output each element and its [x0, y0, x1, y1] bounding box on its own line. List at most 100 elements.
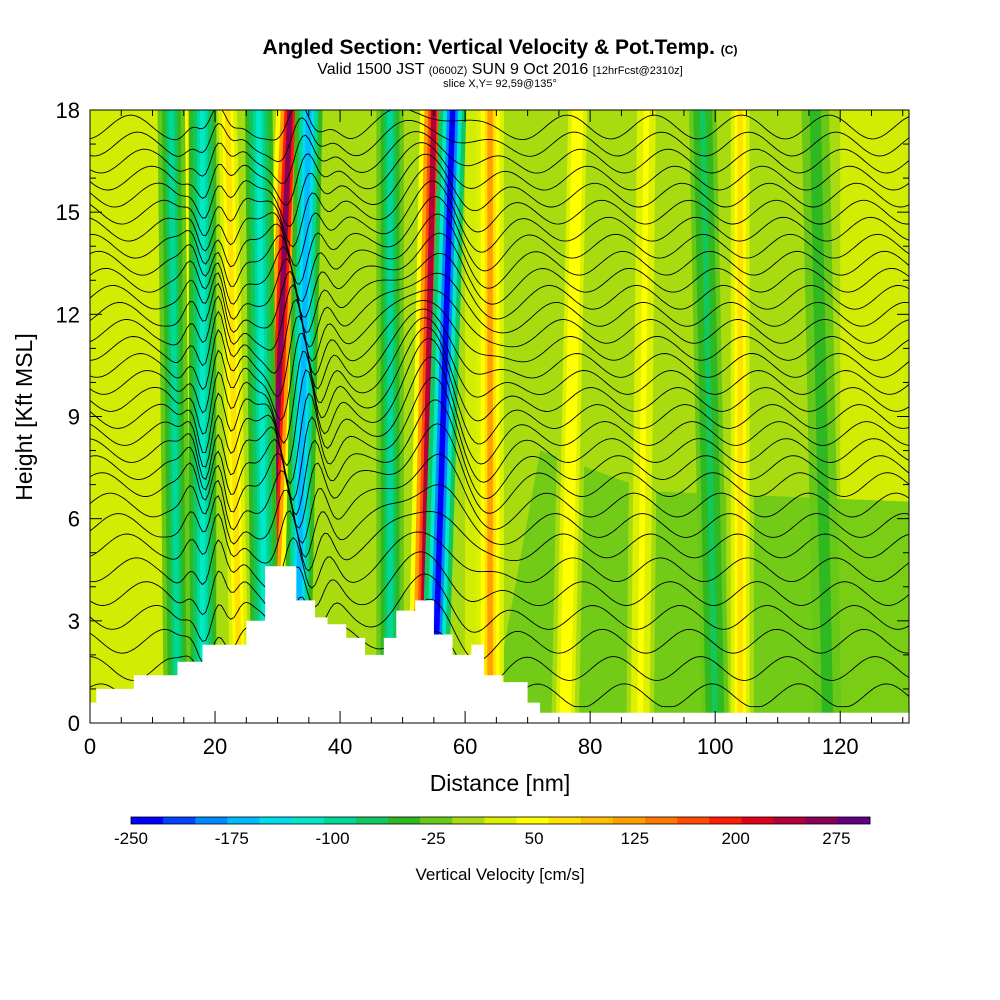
x-tick-label-4: 80: [578, 734, 602, 759]
y-tick-label-2: 6: [68, 507, 80, 532]
theta-contour-24: [90, 180, 909, 267]
colorbar-swatch-6: [323, 817, 357, 824]
x-axis-label: Distance [nm]: [430, 770, 571, 796]
colorbar-swatch-13: [548, 817, 582, 824]
downdraft-7-band-3: [812, 110, 831, 723]
colorbar-label-0: -250: [114, 829, 148, 848]
colorbar-swatch-16: [645, 817, 678, 824]
theta-contour-27: [90, 142, 909, 206]
colorbar-label-2: -100: [316, 829, 350, 848]
x-tick-label-5: 100: [697, 734, 734, 759]
colorbar-swatch-11: [484, 817, 518, 824]
theta-contour-20: [90, 252, 909, 333]
colorbar-title: Vertical Velocity [cm/s]: [415, 865, 584, 884]
colorbar-swatch-22: [837, 817, 871, 824]
theta-contour-21: [90, 232, 909, 318]
theta-contour-26: [90, 153, 909, 227]
colorbar-swatch-21: [805, 817, 839, 824]
colorbar-label-5: 125: [621, 829, 649, 848]
title-suffix: (C): [720, 43, 738, 57]
chart-title: Angled Section: Vertical Velocity & Pot.…: [0, 36, 1000, 62]
updraft-2-band-3: [487, 110, 493, 723]
x-tick-label-3: 60: [453, 734, 477, 759]
updraft-7-band-3: [637, 110, 650, 723]
downdraft-2-band-3: [199, 110, 206, 723]
slice-info: slice X,Y= 92,59@135°: [443, 78, 557, 90]
colorbar-swatch-4: [259, 817, 293, 824]
theta-contour-3: [90, 573, 909, 643]
theta-contour-12: [90, 356, 909, 485]
colorbar-swatch-10: [452, 817, 485, 824]
colorbar-swatch-2: [195, 817, 228, 824]
colorbar-swatch-0: [131, 817, 164, 824]
theta-contour-9: [90, 423, 909, 529]
theta-contour-17: [90, 298, 909, 376]
downdraft-6-band-3: [699, 110, 719, 723]
y-tick-label-0: 0: [68, 711, 80, 736]
colorbar-label-3: -25: [421, 829, 446, 848]
theta-contour-10: [90, 399, 909, 516]
y-tick-label-4: 12: [56, 302, 80, 327]
colorbar-label-1: -175: [215, 829, 249, 848]
colorbar-swatch-15: [612, 817, 646, 824]
updraft-6-band-3: [562, 110, 581, 723]
downdraft-1-band-3: [431, 110, 456, 723]
theta-contour-6: [90, 510, 909, 572]
colorbar-swatch-18: [709, 817, 742, 824]
axes: 0 20 40 60 80 100 120 0 3 6 9 12 15 18: [56, 98, 909, 759]
colorbar-swatch-9: [420, 817, 453, 824]
colorbar-swatch-5: [291, 817, 325, 824]
theta-contour-22: [90, 213, 909, 302]
downdraft-5-band-3: [387, 110, 393, 723]
colorbar-swatch-20: [773, 817, 807, 824]
y-tick-label-6: 18: [56, 98, 80, 123]
colorbar-label-7: 275: [822, 829, 850, 848]
theta-contour-4: [90, 551, 909, 618]
colorbar-swatch-3: [227, 817, 261, 824]
colorbar-label-6: 200: [721, 829, 749, 848]
theta-contour-16: [90, 308, 909, 398]
terrain-mask: [90, 566, 909, 723]
theta-contour-8: [90, 453, 909, 544]
y-tick-label-3: 9: [68, 405, 80, 430]
theta-contour-30: [90, 110, 909, 141]
forecast-label: [12hrFcst@2310z]: [592, 65, 683, 77]
downdraft-4-band-3: [168, 110, 181, 723]
theta-contour-11: [90, 376, 909, 501]
x-tick-label-2: 40: [328, 734, 352, 759]
y-tick-label-1: 3: [68, 609, 80, 634]
theta-contour-19: [90, 270, 909, 348]
title-text: Angled Section: Vertical Velocity & Pot.…: [262, 36, 715, 59]
valid-time-line: Valid 1500 JST (0600Z) SUN 9 Oct 2016 [1…: [0, 62, 1000, 79]
colorbar-swatch-7: [355, 817, 389, 824]
theta-contour-7: [90, 484, 909, 558]
valid-date: SUN 9 Oct 2016: [471, 61, 589, 78]
theta-contour-25: [90, 166, 909, 248]
chart-title-block: Angled Section: Vertical Velocity & Pot.…: [0, 36, 1000, 90]
x-tick-label-6: 120: [822, 734, 859, 759]
updraft-5-band-3: [737, 110, 744, 723]
colorbar: -250 -175 -100 -25 50 125 200 275: [114, 816, 871, 848]
x-tick-label-1: 20: [203, 734, 227, 759]
theta-contour-28: [90, 131, 909, 184]
colorbar-label-4: 50: [525, 829, 544, 848]
theta-contour-23: [90, 196, 909, 285]
updraft-1-band-3: [418, 110, 437, 723]
theta-contour-13: [90, 338, 909, 467]
colorbar-swatch-14: [580, 817, 614, 824]
downdraft-3-band-3: [255, 110, 268, 723]
y-tick-label-5: 15: [56, 200, 80, 225]
valid-prefix: Valid 1500 JST: [317, 61, 425, 78]
colorbar-swatch-1: [163, 817, 196, 824]
theta-contour-15: [90, 317, 909, 421]
colorbar-outline: [130, 816, 871, 825]
updraft-3-band-3: [224, 110, 243, 723]
theta-contours: [90, 110, 909, 708]
colorbar-swatch-8: [388, 817, 421, 824]
theta-contour-5: [90, 531, 909, 592]
colorbar-swatch-17: [677, 817, 710, 824]
y-axis-label: Height [Kft MSL]: [11, 333, 37, 500]
theta-contour-29: [90, 117, 909, 163]
theta-contour-18: [90, 284, 909, 362]
